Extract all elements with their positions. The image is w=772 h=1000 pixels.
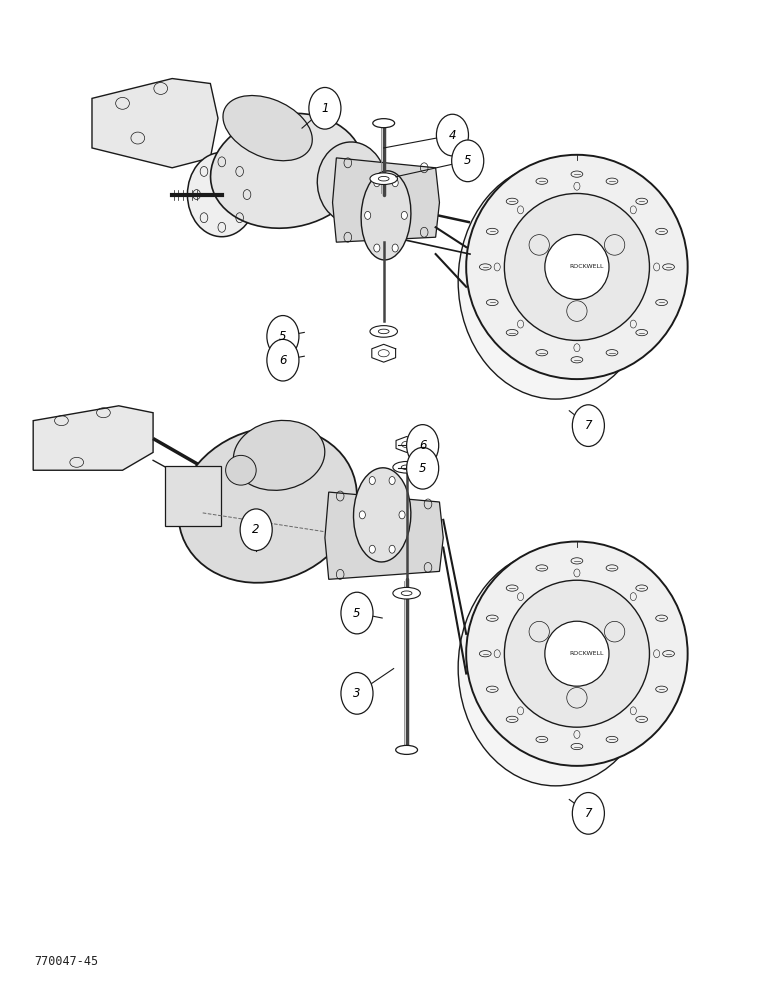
Polygon shape: [372, 344, 395, 362]
Ellipse shape: [458, 550, 653, 786]
Circle shape: [267, 316, 299, 357]
Text: 1: 1: [321, 102, 329, 115]
Text: 770047-45: 770047-45: [35, 955, 99, 968]
Text: 5: 5: [279, 330, 286, 343]
Text: 5: 5: [354, 607, 361, 620]
Circle shape: [309, 87, 341, 129]
Text: 6: 6: [279, 354, 286, 367]
Circle shape: [392, 179, 398, 187]
Ellipse shape: [317, 142, 386, 223]
Text: 5: 5: [419, 462, 426, 475]
Polygon shape: [325, 492, 443, 579]
Ellipse shape: [233, 420, 325, 490]
Circle shape: [401, 211, 408, 219]
Circle shape: [341, 673, 373, 714]
Circle shape: [374, 179, 380, 187]
Circle shape: [341, 592, 373, 634]
Circle shape: [389, 477, 395, 484]
Text: 7: 7: [584, 419, 592, 432]
Circle shape: [240, 509, 273, 551]
FancyBboxPatch shape: [165, 466, 221, 526]
Circle shape: [436, 114, 469, 156]
Text: 7: 7: [584, 807, 592, 820]
Ellipse shape: [401, 591, 412, 595]
Ellipse shape: [396, 745, 418, 754]
Circle shape: [374, 244, 380, 252]
Ellipse shape: [458, 163, 653, 399]
Circle shape: [364, 211, 371, 219]
Text: 4: 4: [449, 129, 456, 142]
Ellipse shape: [378, 329, 389, 334]
Circle shape: [572, 405, 604, 446]
Ellipse shape: [393, 587, 421, 599]
Ellipse shape: [466, 155, 688, 379]
Ellipse shape: [466, 542, 688, 766]
Ellipse shape: [545, 234, 609, 299]
Circle shape: [392, 244, 398, 252]
Ellipse shape: [378, 176, 389, 181]
Text: 6: 6: [419, 439, 426, 452]
Circle shape: [407, 447, 438, 489]
Ellipse shape: [401, 465, 412, 470]
Circle shape: [389, 545, 395, 553]
Polygon shape: [396, 437, 417, 452]
Circle shape: [369, 545, 375, 553]
Polygon shape: [92, 79, 218, 168]
Ellipse shape: [545, 621, 609, 686]
Circle shape: [359, 511, 365, 519]
Ellipse shape: [370, 173, 398, 185]
Text: ROCKWELL: ROCKWELL: [569, 264, 604, 269]
Ellipse shape: [504, 580, 649, 727]
Circle shape: [452, 140, 484, 182]
Ellipse shape: [393, 461, 421, 473]
Polygon shape: [333, 158, 439, 242]
Circle shape: [369, 477, 375, 484]
Text: 3: 3: [354, 687, 361, 700]
Ellipse shape: [223, 96, 313, 161]
Ellipse shape: [373, 119, 394, 128]
Circle shape: [267, 339, 299, 381]
Ellipse shape: [504, 193, 649, 340]
Ellipse shape: [370, 326, 398, 337]
Text: 5: 5: [464, 154, 472, 167]
Ellipse shape: [225, 455, 256, 485]
Circle shape: [407, 425, 438, 466]
Circle shape: [572, 793, 604, 834]
Ellipse shape: [361, 171, 411, 260]
Circle shape: [399, 511, 405, 519]
Text: 2: 2: [252, 523, 260, 536]
Ellipse shape: [188, 152, 256, 237]
Ellipse shape: [178, 427, 357, 583]
Text: ROCKWELL: ROCKWELL: [569, 651, 604, 656]
Ellipse shape: [354, 468, 411, 562]
Polygon shape: [33, 406, 153, 470]
Ellipse shape: [211, 113, 363, 228]
